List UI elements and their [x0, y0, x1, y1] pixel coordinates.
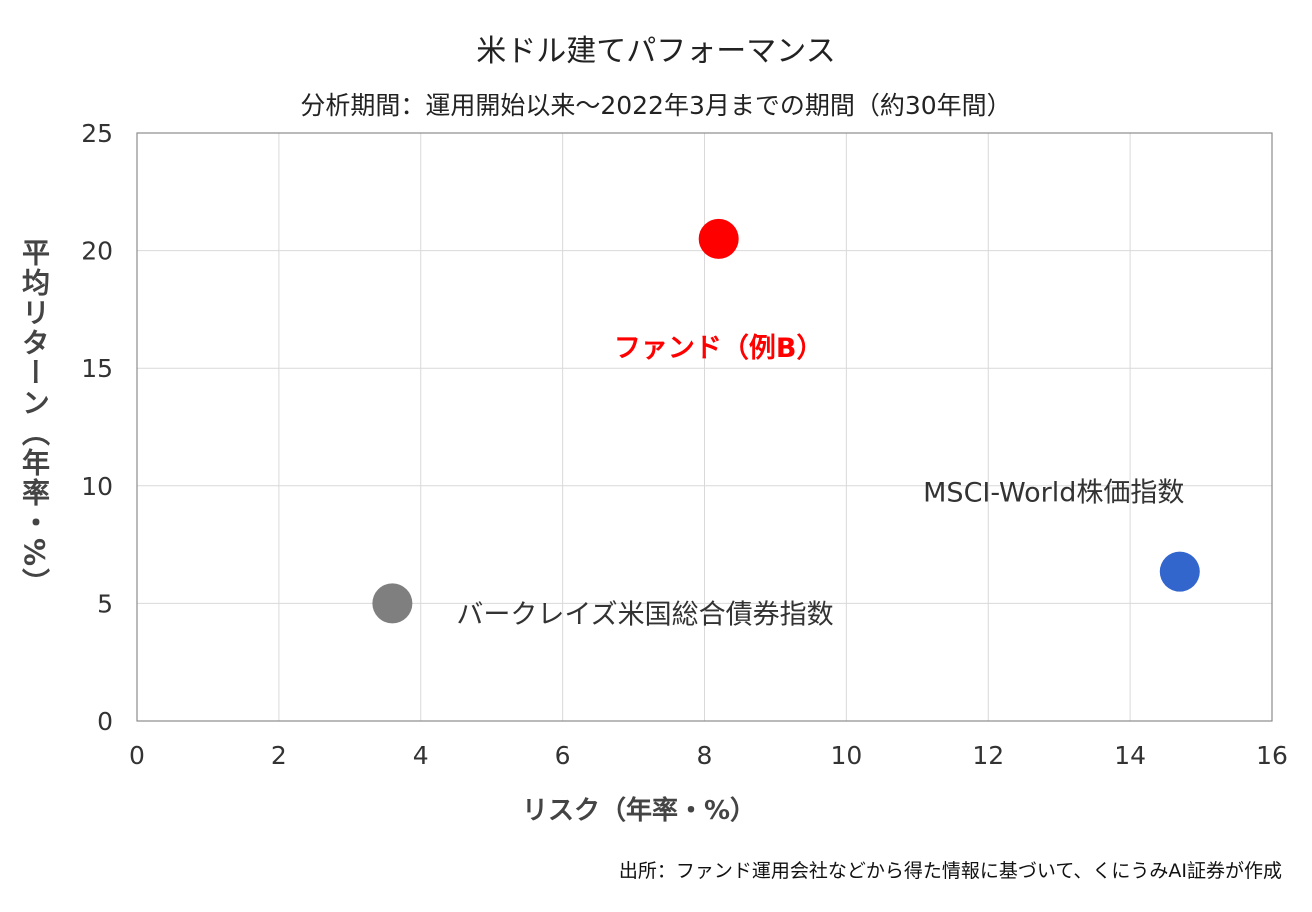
grid — [136, 132, 1273, 722]
x-tick-label: 14 — [1114, 741, 1146, 770]
x-tick-label: 6 — [555, 741, 571, 770]
y-axis-label: 平均リターン（年率・%） — [18, 238, 51, 599]
x-tick-label: 8 — [697, 741, 713, 770]
y-tick-label: 20 — [81, 237, 113, 266]
y-tick-label: 5 — [97, 589, 113, 618]
source-note: 出所：ファンド運用会社などから得た情報に基づいて、くにうみAI証券が作成 — [618, 860, 1282, 882]
x-axis-label: リスク（年率・%） — [521, 796, 757, 826]
x-tick-label: 2 — [271, 741, 287, 770]
plot-frame — [136, 132, 1273, 722]
data-point — [1159, 551, 1200, 592]
chart-subtitle: 分析期間：運用開始以来～2022年3月までの期間（約30年間） — [300, 91, 1012, 120]
y-tick-label: 10 — [81, 472, 113, 501]
y-tick-label: 25 — [81, 119, 113, 148]
data-point — [698, 218, 739, 259]
point-label: ファンド（例B） — [614, 333, 824, 364]
point-label: MSCI-World株価指数 — [923, 478, 1184, 509]
x-tick-label: 4 — [413, 741, 429, 770]
x-tick-label: 0 — [129, 741, 145, 770]
y-tick-label: 15 — [81, 354, 113, 383]
x-tick-label: 12 — [972, 741, 1004, 770]
chart-title: 米ドル建てパフォーマンス — [476, 34, 836, 69]
y-tick-label: 0 — [97, 707, 113, 736]
data-point — [372, 583, 413, 624]
x-tick-label: 16 — [1256, 741, 1288, 770]
tick-labels: 0 2 4 6 8 10 12 14 16 0 5 10 15 20 25 — [81, 119, 1288, 770]
point-label: バークレイズ米国総合債券指数 — [456, 599, 833, 630]
x-tick-label: 10 — [830, 741, 862, 770]
data-points — [372, 218, 1200, 624]
